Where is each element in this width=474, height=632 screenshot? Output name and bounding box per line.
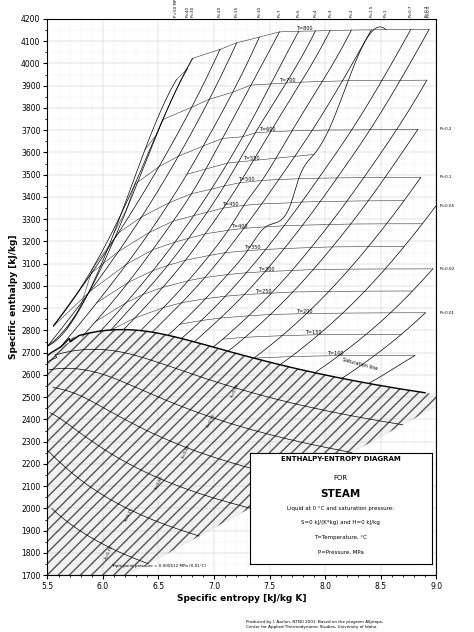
Polygon shape bbox=[0, 329, 454, 632]
Text: P=15: P=15 bbox=[235, 6, 239, 16]
Text: X=0.90: X=0.90 bbox=[207, 413, 217, 428]
Text: X=0.80: X=0.80 bbox=[154, 475, 164, 490]
Text: T=350: T=350 bbox=[244, 245, 260, 250]
Text: T=500: T=500 bbox=[237, 177, 254, 182]
Text: P=0.3: P=0.3 bbox=[425, 4, 429, 16]
Text: T=150: T=150 bbox=[305, 330, 321, 335]
Text: P=0.02: P=0.02 bbox=[439, 267, 455, 271]
Text: T=400: T=400 bbox=[231, 224, 248, 229]
Text: P=50 MPa: P=50 MPa bbox=[174, 0, 179, 16]
Text: T=200: T=200 bbox=[296, 308, 312, 313]
Text: T=250: T=250 bbox=[255, 289, 272, 294]
Text: P=0.05: P=0.05 bbox=[439, 204, 455, 208]
Text: P=1: P=1 bbox=[384, 8, 388, 16]
Text: X=0.95: X=0.95 bbox=[230, 383, 240, 399]
Text: X=0.85: X=0.85 bbox=[181, 444, 191, 459]
Text: T=800: T=800 bbox=[296, 26, 312, 31]
Text: X=0.70: X=0.70 bbox=[105, 545, 115, 561]
Text: P=0.5: P=0.5 bbox=[427, 4, 431, 16]
Text: X=0.75: X=0.75 bbox=[125, 507, 135, 522]
Text: P=7: P=7 bbox=[277, 8, 282, 16]
Text: P=40: P=40 bbox=[185, 6, 190, 16]
Text: P=1.5: P=1.5 bbox=[369, 4, 374, 16]
Text: Triple point pressure = 0.000612 MPa (0.01°C): Triple point pressure = 0.000612 MPa (0.… bbox=[111, 564, 206, 568]
Text: P=3: P=3 bbox=[328, 8, 332, 16]
Y-axis label: Specific enthalpy [kJ/kg]: Specific enthalpy [kJ/kg] bbox=[9, 235, 18, 359]
Text: T=100: T=100 bbox=[327, 351, 344, 356]
Text: P=30: P=30 bbox=[191, 6, 194, 16]
Text: P=0.2: P=0.2 bbox=[439, 128, 452, 131]
Text: P=20: P=20 bbox=[218, 6, 222, 16]
Text: Produced by I. Aarlun, NTNU 2001. Based on the program Allprops,
Center for Appl: Produced by I. Aarlun, NTNU 2001. Based … bbox=[246, 620, 383, 629]
Text: P=0.1: P=0.1 bbox=[439, 175, 452, 179]
Text: P=10: P=10 bbox=[257, 6, 261, 16]
Text: T=300: T=300 bbox=[257, 267, 274, 272]
Text: P=0.7: P=0.7 bbox=[409, 4, 413, 16]
Text: P=4: P=4 bbox=[313, 8, 318, 16]
Text: Saturation line: Saturation line bbox=[342, 356, 378, 371]
Text: T=550: T=550 bbox=[243, 155, 259, 161]
Text: P=0.01: P=0.01 bbox=[439, 311, 455, 315]
Text: P=2: P=2 bbox=[349, 8, 354, 16]
X-axis label: Specific entropy [kJ/kg K]: Specific entropy [kJ/kg K] bbox=[177, 594, 307, 603]
Text: P=5: P=5 bbox=[297, 8, 301, 16]
Text: T=450: T=450 bbox=[222, 202, 239, 207]
Text: T=600: T=600 bbox=[259, 126, 276, 132]
Text: T=700: T=700 bbox=[279, 78, 296, 83]
